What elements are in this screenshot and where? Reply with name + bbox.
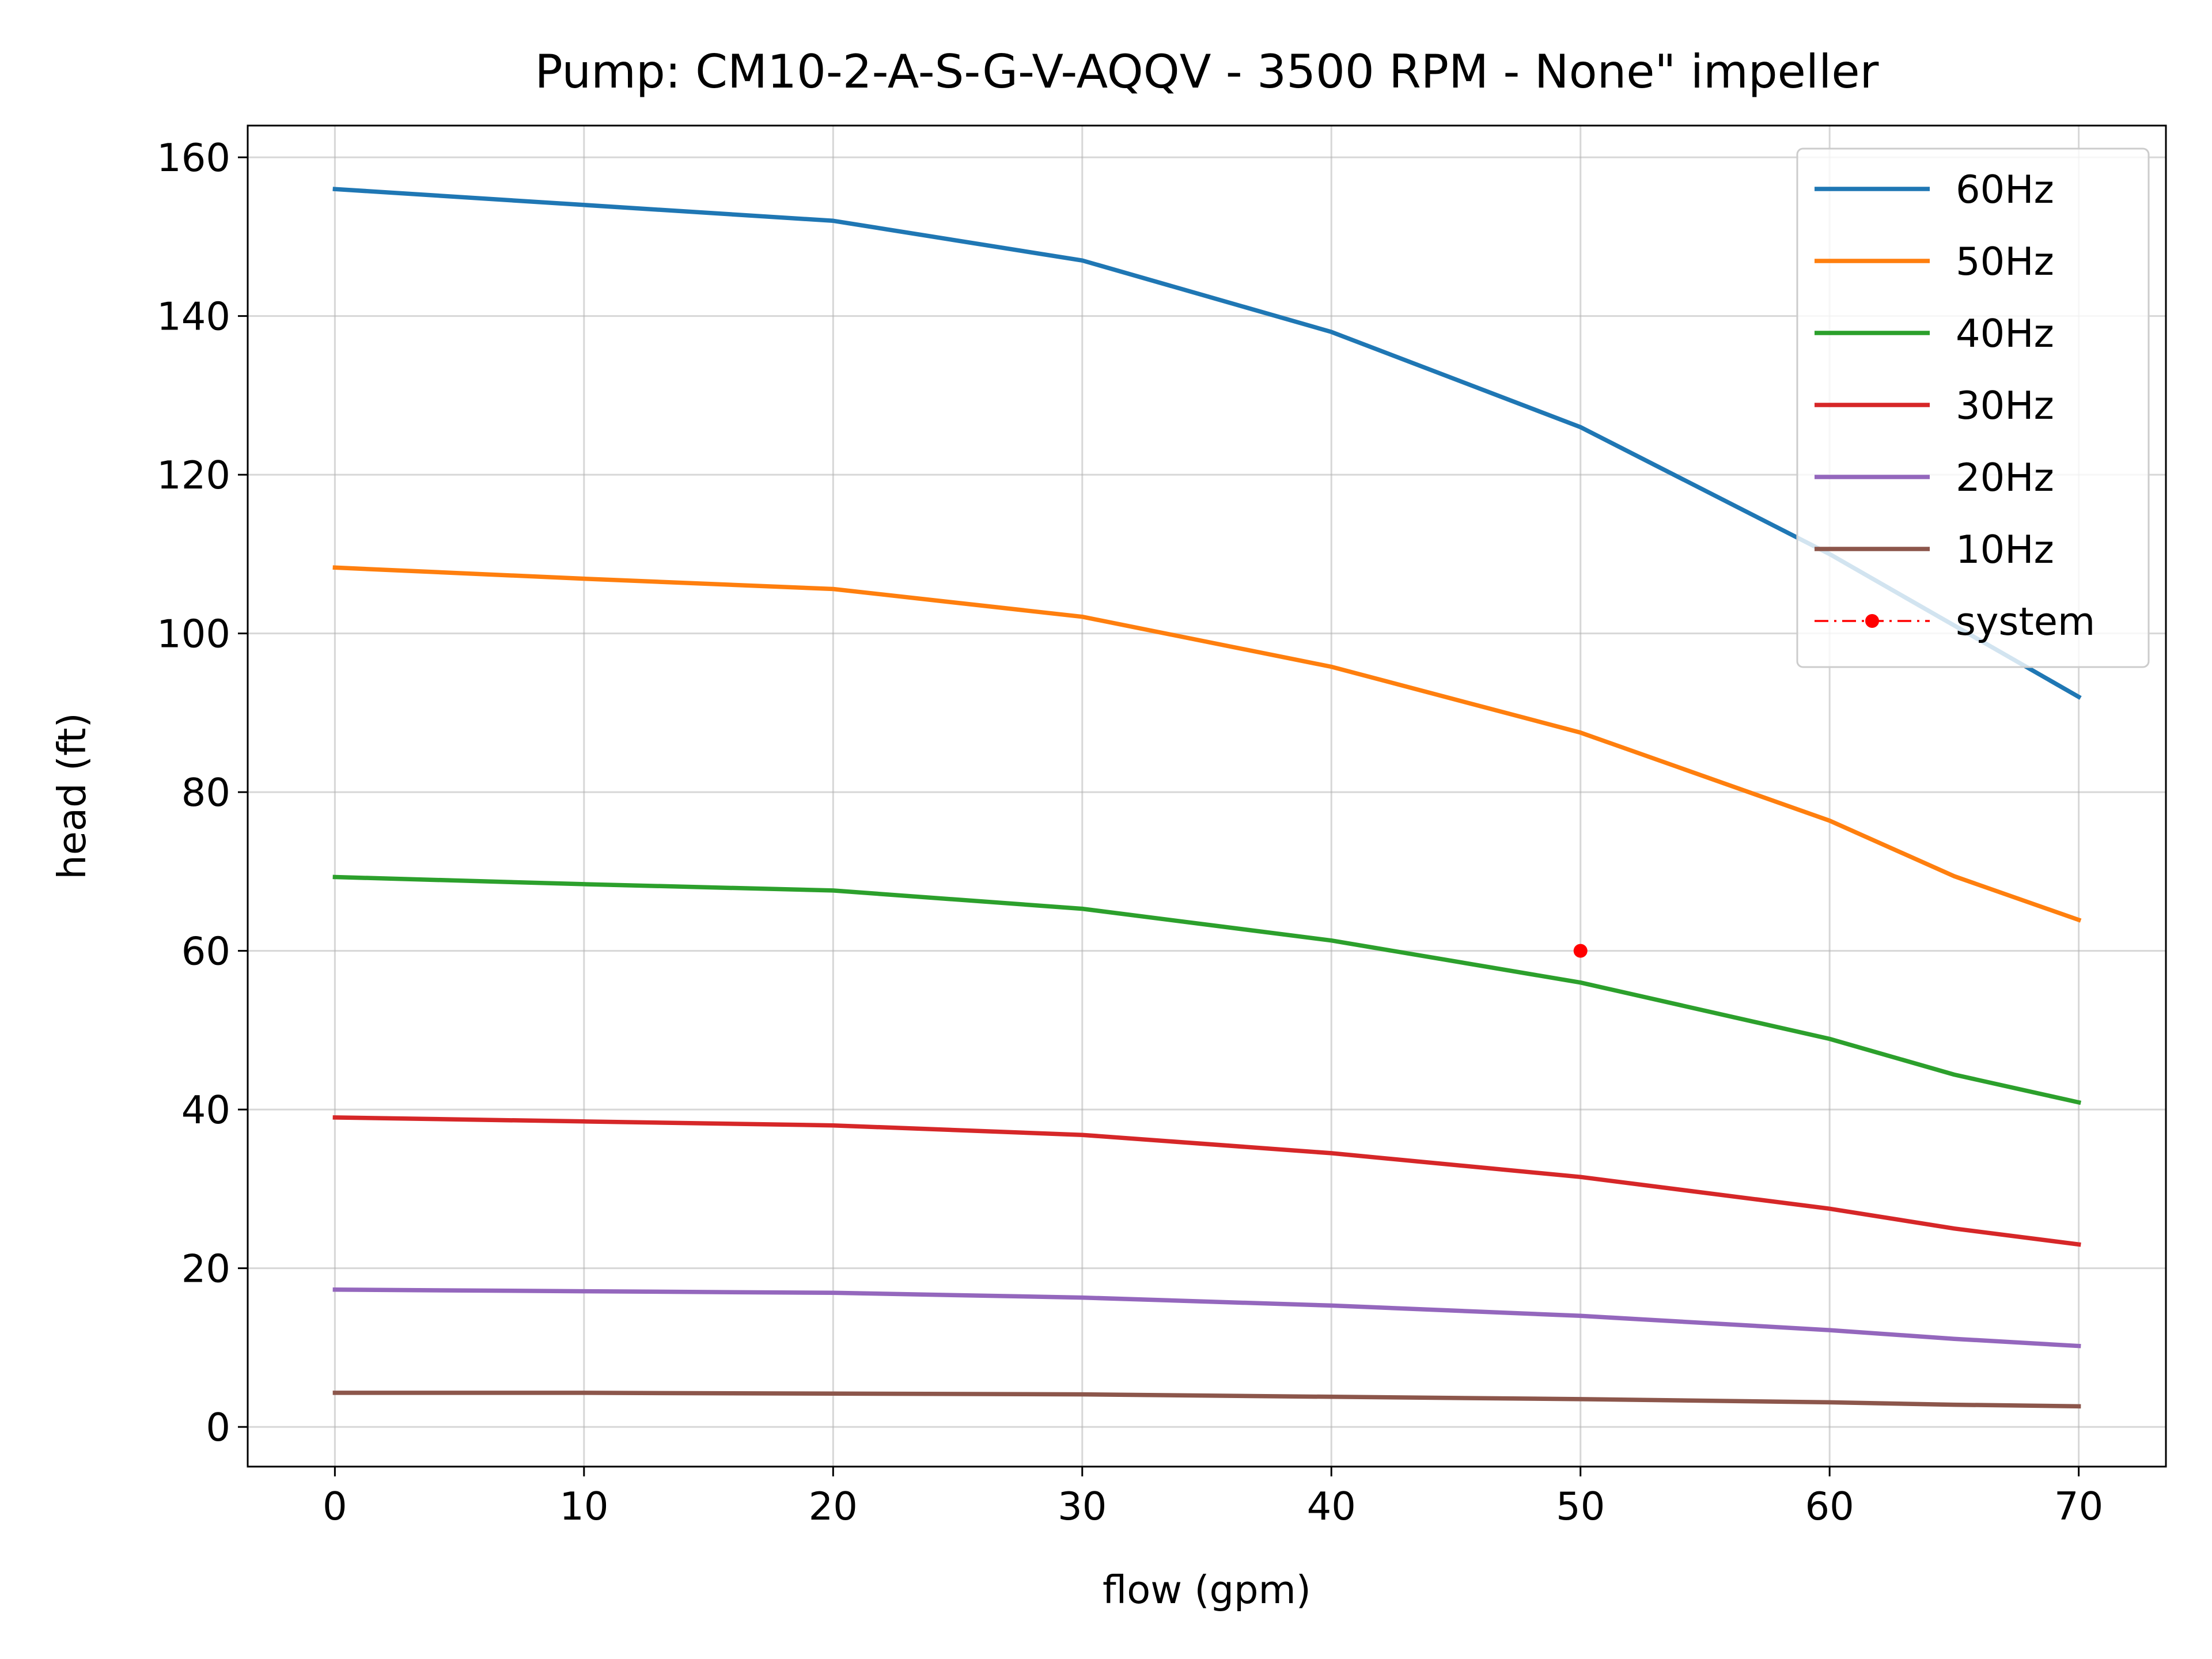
system-point [1573,944,1588,958]
y-tick-label: 80 [181,770,230,815]
legend-label: 50Hz [1956,239,2054,284]
series-line-30Hz [332,1115,2081,1247]
y-tick-label: 160 [157,135,230,180]
series-line-50Hz [332,565,2082,923]
legend-item-30Hz: 30Hz [1815,383,2054,428]
legend-label: 60Hz [1956,167,2054,212]
y-tick-label: 0 [206,1405,230,1450]
legend-label: 20Hz [1956,455,2054,500]
legend-item-60Hz: 60Hz [1815,167,2054,212]
x-tick-label: 50 [1556,1484,1605,1529]
legend-label: 30Hz [1956,383,2054,428]
legend-item-40Hz: 40Hz [1815,311,2054,356]
series-lines [332,187,2082,1409]
series-line-10Hz [332,1391,2081,1409]
legend-item-10Hz: 10Hz [1815,527,2054,572]
x-tick-label: 0 [323,1484,347,1529]
legend-item-20Hz: 20Hz [1815,455,2054,500]
x-tick-label: 20 [809,1484,858,1529]
y-tick-label: 120 [157,453,230,498]
legend-item-system: system [1815,599,2095,644]
legend-label: system [1956,599,2095,644]
axis-ticks: 0 10 20 30 40 50 60 70 0 20 40 60 80 100 120 140 160 [157,135,2103,1529]
legend-label: 10Hz [1956,527,2054,572]
x-tick-label: 60 [1805,1484,1854,1529]
y-tick-label: 100 [157,612,230,657]
legend-box [1796,147,2150,668]
legend-item-50Hz: 50Hz [1815,239,2054,284]
series-line-20Hz [332,1287,2081,1349]
y-tick-label: 140 [157,294,230,339]
y-tick-label: 40 [181,1088,230,1132]
system-points [1573,944,1588,958]
legend: 60Hz 50Hz 40Hz 30Hz 20Hz 10Hz system [1796,147,2150,668]
x-tick-label: 40 [1307,1484,1356,1529]
y-tick-label: 60 [181,929,230,974]
x-axis-label: flow (gpm) [1103,1567,1311,1612]
series-line-40Hz [332,874,2082,1105]
y-axis-label: head (ft) [50,713,94,880]
legend-label: 40Hz [1956,311,2054,356]
legend-marker [1865,614,1879,628]
y-tick-label: 20 [181,1247,230,1291]
chart-title: Pump: CM10-2-A-S-G-V-AQQV - 3500 RPM - N… [535,45,1879,99]
x-tick-label: 70 [2054,1484,2103,1529]
x-tick-label: 10 [559,1484,608,1529]
plot-frame [247,124,2167,1468]
x-tick-label: 30 [1058,1484,1107,1529]
